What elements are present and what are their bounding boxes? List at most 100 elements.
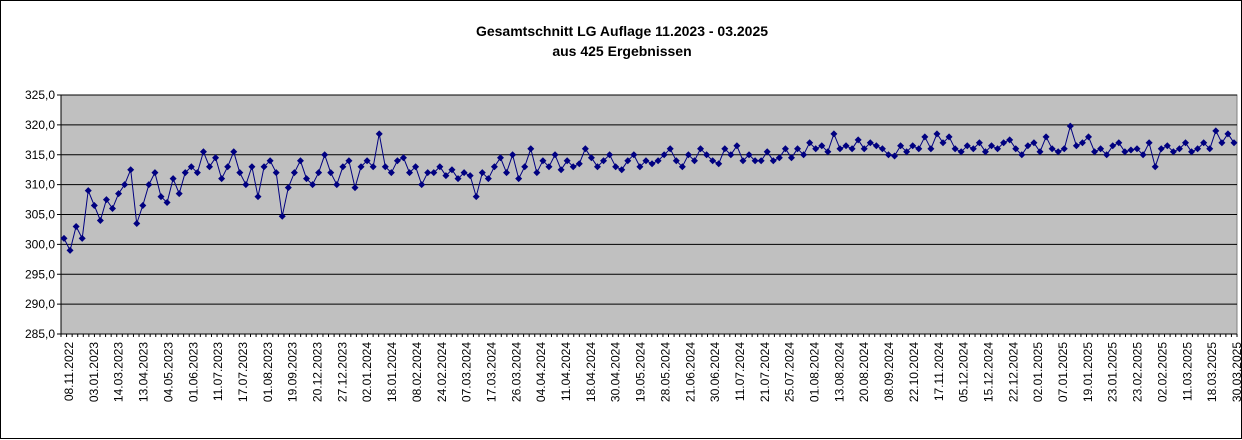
data-point-marker [545, 163, 553, 171]
data-point-marker [1139, 151, 1147, 159]
x-tick-label: 05.12.2024 [957, 342, 971, 402]
x-tick-label: 04.05.2023 [161, 342, 175, 402]
x-tick-label: 04.04.2024 [534, 342, 548, 402]
data-point-marker [430, 169, 438, 177]
data-point-marker [357, 163, 365, 171]
data-point-marker [854, 136, 862, 144]
data-point-marker [957, 148, 965, 156]
data-point-marker [1060, 145, 1068, 153]
data-point-marker [1151, 163, 1159, 171]
x-tick-label: 19.09.2023 [286, 342, 300, 402]
data-point-marker [1157, 145, 1165, 153]
data-point-marker [284, 184, 292, 192]
x-tick-label: 08.11.2022 [62, 342, 76, 401]
x-tick-label: 19.01.2025 [1081, 342, 1095, 402]
data-point-marker [587, 154, 595, 162]
data-point-marker [648, 160, 656, 168]
data-point-marker [490, 163, 498, 171]
data-point-marker [824, 148, 832, 156]
data-point-marker [842, 142, 850, 150]
x-tick-label: 22.12.2024 [1006, 342, 1020, 402]
data-point-marker [1127, 146, 1135, 154]
data-point-marker [975, 139, 983, 147]
data-point-marker [660, 151, 668, 159]
data-point-marker [1066, 122, 1074, 130]
data-point-marker [1091, 148, 1099, 156]
data-point-marker [448, 166, 456, 174]
data-point-marker [302, 175, 310, 183]
x-tick-label: 11.07.2024 [733, 342, 747, 401]
data-point-marker [169, 175, 177, 183]
data-point-marker [715, 160, 723, 168]
y-tick-label: 310,0 [25, 178, 55, 192]
data-point-marker [539, 157, 547, 165]
x-tick-label: 23.01.2025 [1106, 342, 1120, 402]
data-point-marker [739, 157, 747, 165]
data-point-marker [1145, 139, 1153, 147]
data-point-marker [406, 169, 414, 177]
data-point-marker [90, 202, 98, 210]
data-point-marker [763, 148, 771, 156]
data-point-marker [369, 163, 377, 171]
data-point-marker [672, 157, 680, 165]
data-point-marker [515, 175, 523, 183]
data-point-marker [1212, 127, 1220, 135]
data-point-marker [418, 181, 426, 189]
data-point-marker [1030, 139, 1038, 147]
data-point-marker [1048, 145, 1056, 153]
data-point-marker [757, 157, 765, 165]
data-point-marker [1006, 136, 1014, 144]
data-point-marker [121, 181, 129, 189]
data-point-marker [666, 145, 674, 153]
data-point-marker [927, 145, 935, 153]
data-point-marker [60, 234, 68, 242]
x-tick-label: 11.03.2025 [1180, 342, 1194, 401]
x-tick-label: 18.01.2024 [385, 342, 399, 402]
x-tick-label: 03.01.2023 [87, 342, 101, 402]
y-tick-label: 315,0 [25, 148, 55, 162]
y-tick-label: 305,0 [25, 208, 55, 222]
data-point-marker [496, 154, 504, 162]
data-point-marker [794, 145, 802, 153]
data-point-marker [1206, 145, 1214, 153]
data-point-marker [1175, 145, 1183, 153]
data-point-marker [775, 154, 783, 162]
data-point-marker [963, 142, 971, 150]
data-point-marker [509, 151, 517, 159]
data-point-marker [818, 142, 826, 150]
data-point-marker [399, 154, 407, 162]
data-point-marker [78, 234, 86, 242]
data-point-marker [933, 130, 941, 138]
x-tick-label: 08.09.2024 [882, 342, 896, 402]
data-point-marker [969, 145, 977, 153]
data-point-marker [424, 169, 432, 177]
y-tick-label: 320,0 [25, 118, 55, 132]
data-point-marker [1218, 139, 1226, 147]
data-point-marker [442, 172, 450, 180]
data-point-marker [866, 139, 874, 147]
data-point-marker [1012, 145, 1020, 153]
data-point-marker [551, 151, 559, 159]
data-point-marker [127, 166, 135, 174]
x-tick-label: 30.03.2025 [1230, 342, 1242, 402]
x-tick-label: 01.08.2023 [261, 342, 275, 402]
data-point-marker [533, 169, 541, 177]
data-point-marker [333, 181, 341, 189]
data-point-marker [612, 163, 620, 171]
data-point-marker [187, 163, 195, 171]
data-point-marker [193, 169, 201, 177]
data-point-marker [897, 142, 905, 150]
data-point-marker [309, 181, 317, 189]
x-tick-label: 17.11.2024 [932, 342, 946, 401]
data-point-marker [1097, 145, 1105, 153]
data-point-marker [272, 169, 280, 177]
x-tick-label: 25.07.2024 [783, 342, 797, 402]
data-point-marker [175, 190, 183, 198]
data-point-marker [472, 193, 480, 201]
data-point-marker [1133, 145, 1141, 153]
data-point-marker [642, 157, 650, 165]
data-point-marker [988, 142, 996, 150]
data-point-marker [1078, 139, 1086, 147]
data-point-marker [387, 169, 395, 177]
data-point-marker [836, 145, 844, 153]
